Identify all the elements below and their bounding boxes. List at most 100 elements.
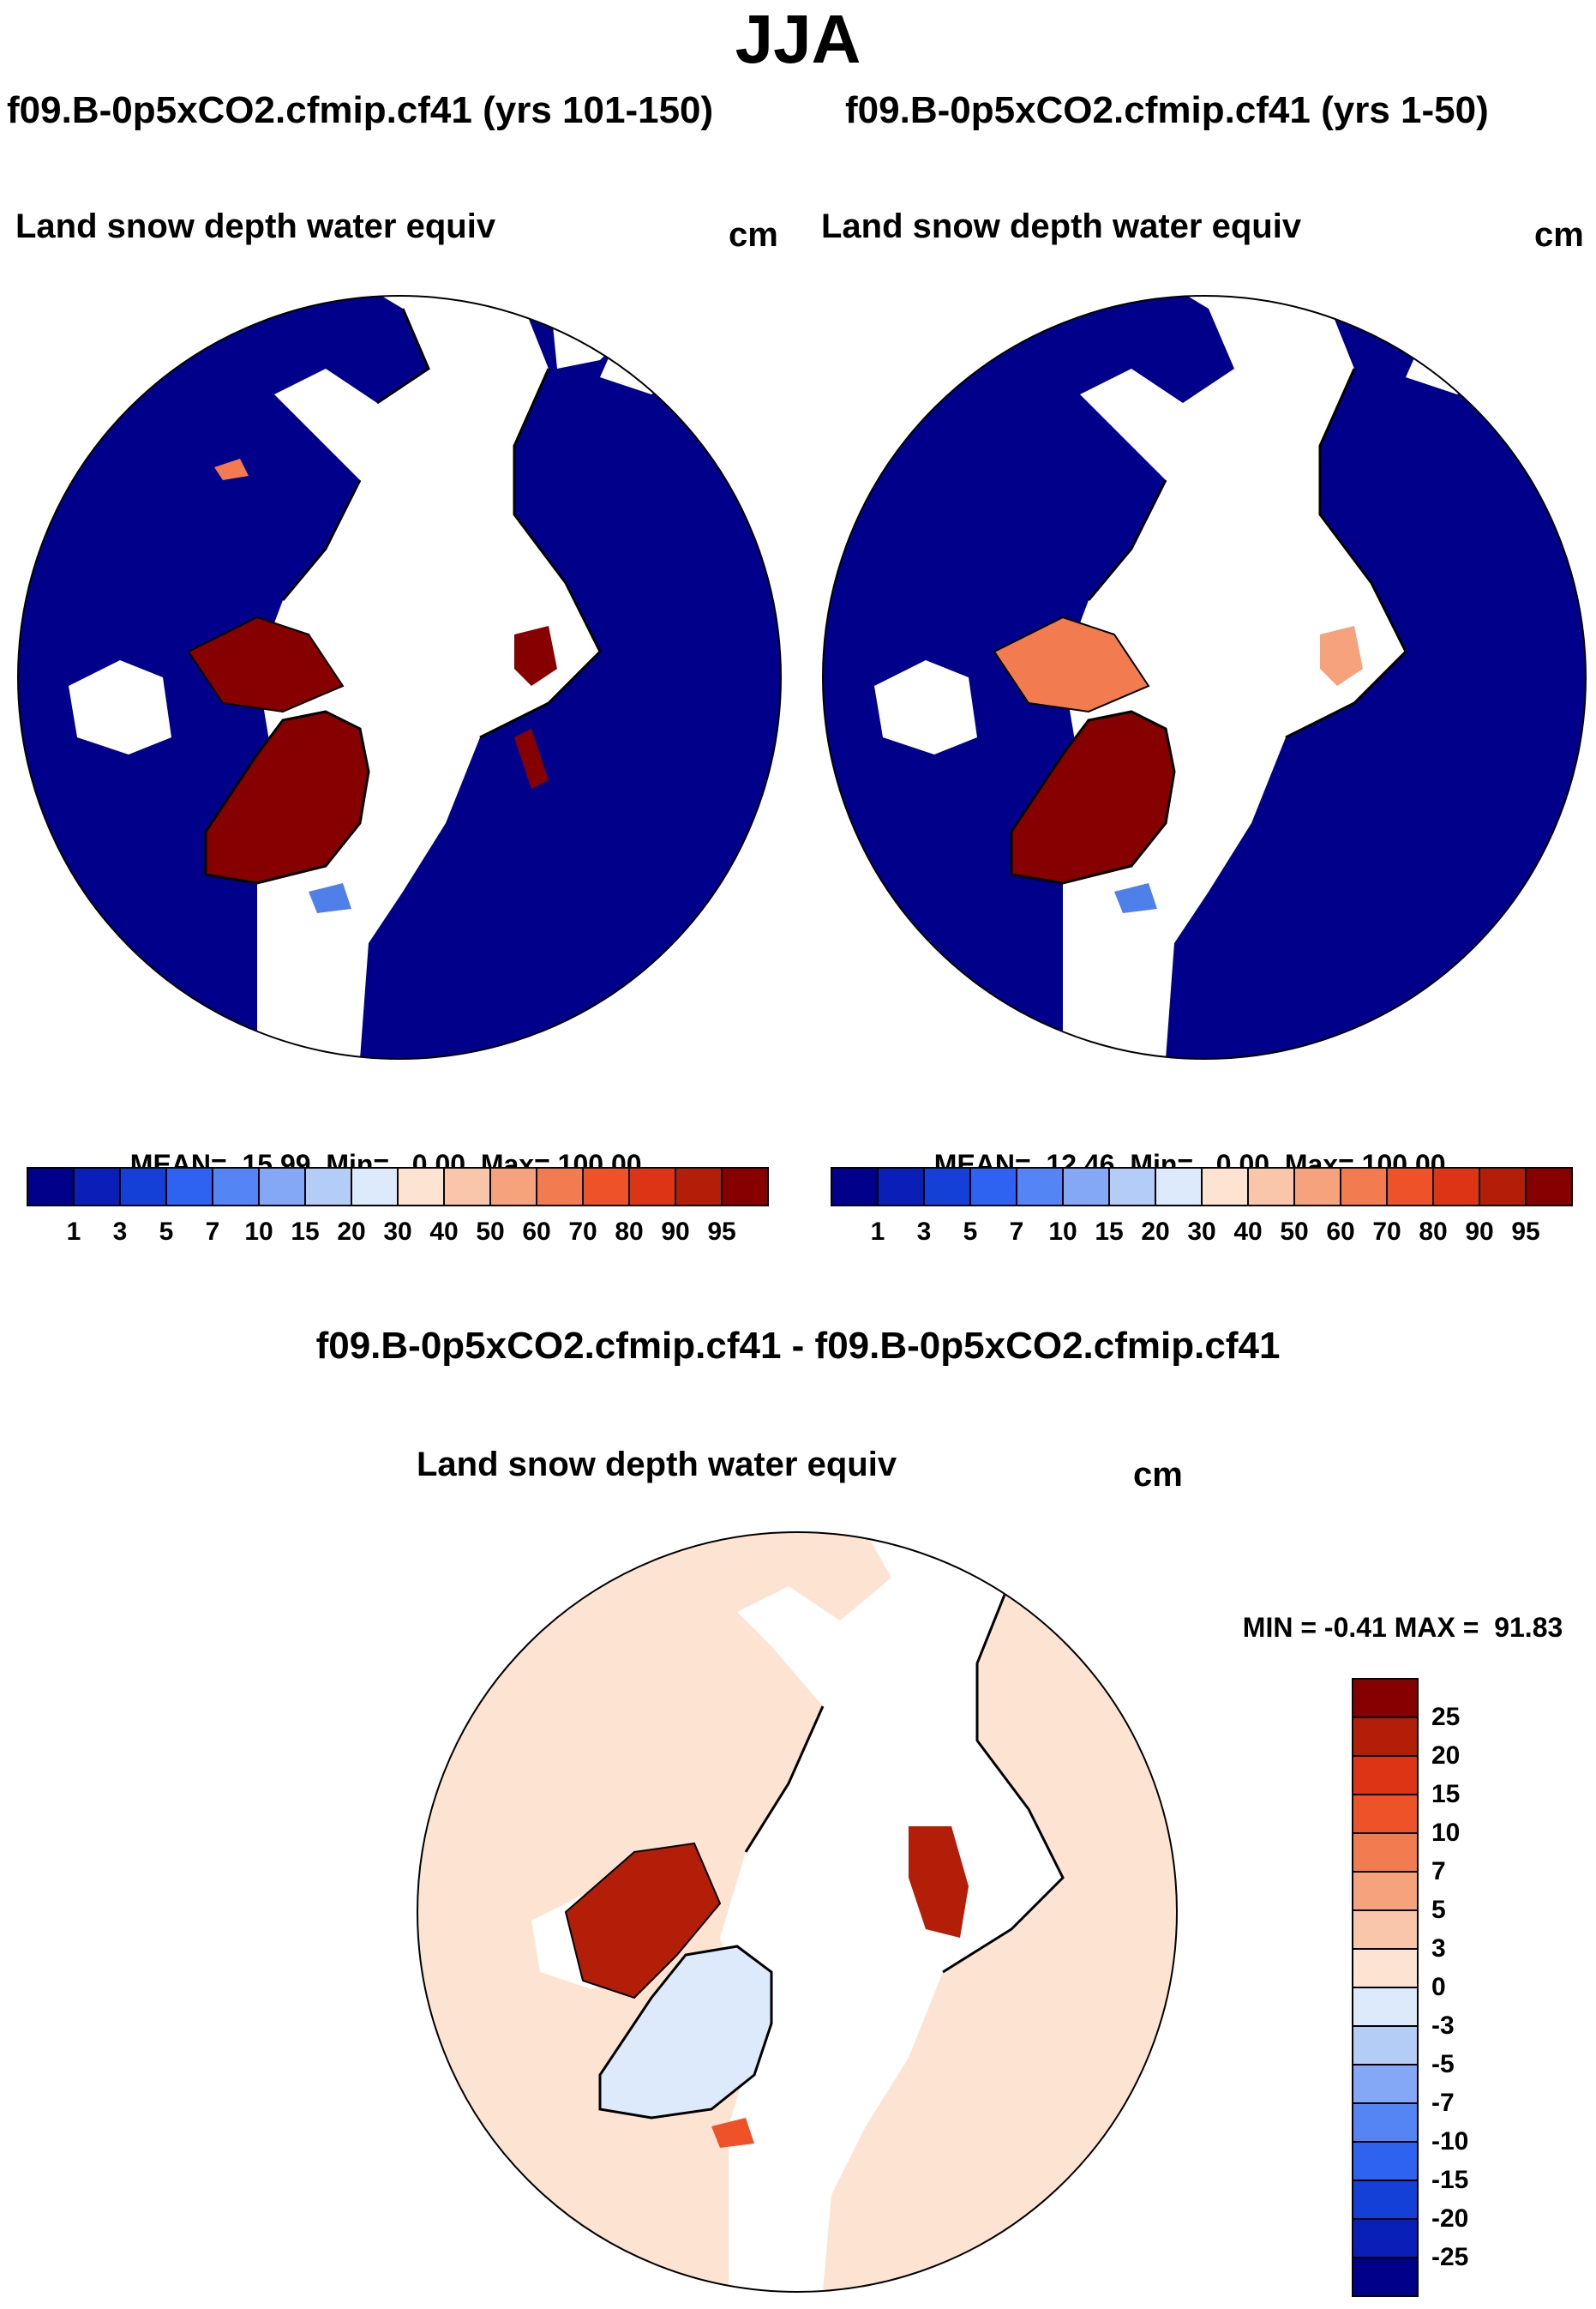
panel1-colorbar-tick-4: 10 [244, 1218, 273, 1246]
panel2-map [823, 296, 1586, 1059]
difference-colorbar-swatch-11 [1352, 2102, 1419, 2143]
panel1-colorbar-swatch-4 [212, 1167, 260, 1206]
difference-colorbar-swatch-10 [1352, 2064, 1419, 2104]
panel1-pacific-ocean [600, 300, 729, 394]
diff-min: -0.41 [1323, 1612, 1387, 1643]
panel1-iceland [309, 883, 351, 913]
panel2-colorbar-swatch-12 [1386, 1167, 1434, 1206]
panel2-colorbar-swatch-2 [923, 1167, 971, 1206]
difference-colorbar-tick-13: -20 [1431, 2204, 1469, 2233]
panel1-svalbard [514, 626, 557, 686]
panel1-colorbar-swatch-6 [304, 1167, 352, 1206]
panel1-colorbar-swatch-12 [582, 1167, 630, 1206]
panel2-colorbar-tick-1: 3 [916, 1218, 932, 1246]
difference-novaya [909, 1826, 969, 1938]
difference-archipelago [564, 1842, 722, 1999]
panel2-iceland [1114, 883, 1157, 913]
difference-minmax: MIN = -0.41 MAX = 91.83 [1227, 1580, 1563, 1644]
panel1-variable: Land snow depth water equiv [15, 207, 496, 245]
panel2-colorbar-tick-2: 5 [963, 1218, 978, 1246]
difference-colorbar-swatch-15 [1352, 2257, 1419, 2297]
panel1-map [18, 296, 781, 1059]
panel1-colorbar-tick-1: 3 [112, 1218, 128, 1246]
panel1-units: cm [729, 216, 778, 254]
panel1-colorbar-tick-12: 80 [615, 1218, 644, 1246]
panel1-colorbar-tick-7: 30 [383, 1218, 412, 1246]
panel2-colorbar-swatch-8 [1201, 1167, 1249, 1206]
panel2-colorbar-tick-6: 20 [1141, 1218, 1170, 1246]
diff-min-label: MIN = [1242, 1612, 1317, 1643]
panel1-coast [281, 308, 602, 739]
panel2-colorbar-tick-14: 95 [1511, 1218, 1540, 1246]
panel2-hudson-bay [874, 660, 977, 755]
diff-max-label: MAX = [1394, 1612, 1479, 1643]
panel1-case-title: f09.B-0p5xCO2.cfmip.cf41 (yrs 101-150) [7, 89, 714, 131]
panel1-colorbar-swatch-7 [351, 1167, 399, 1206]
difference-colorbar-swatch-14 [1352, 2218, 1419, 2258]
difference-greenland [598, 1945, 773, 2120]
panel1-colorbar-swatch-11 [536, 1167, 584, 1206]
difference-colorbar [1352, 1678, 1419, 2297]
panel2-pacific-ocean [1406, 300, 1534, 394]
panel2-colorbar-swatch-1 [877, 1167, 925, 1206]
difference-colorbar-tick-14: -25 [1431, 2243, 1469, 2271]
difference-colorbar-swatch-13 [1352, 2180, 1419, 2220]
panel2-units: cm [1534, 216, 1584, 254]
panel1-colorbar-tick-8: 40 [429, 1218, 459, 1246]
difference-colorbar-tick-9: -5 [1431, 2050, 1455, 2078]
panel2-colorbar-swatch-6 [1108, 1167, 1156, 1206]
difference-colorbar-tick-5: 5 [1431, 1896, 1446, 1924]
panel2-colorbar-swatch-5 [1062, 1167, 1110, 1206]
panel2-colorbar-tick-10: 60 [1326, 1218, 1355, 1246]
difference-colorbar-swatch-1 [1352, 1717, 1419, 1757]
panel2-colorbar-swatch-10 [1293, 1167, 1341, 1206]
panel1-colorbar-swatch-3 [165, 1167, 213, 1206]
panel1-colorbar-swatch-2 [119, 1167, 167, 1206]
panel2-colorbar-tick-3: 7 [1009, 1218, 1024, 1246]
difference-arctic-ocean [720, 1532, 1063, 2292]
difference-colorbar-tick-4: 7 [1431, 1857, 1446, 1885]
panel1-colorbar-tick-9: 50 [476, 1218, 505, 1246]
difference-colorbar-swatch-2 [1352, 1755, 1419, 1795]
panel2-colorbar-swatch-4 [1016, 1167, 1064, 1206]
difference-iceland [711, 2118, 754, 2148]
panel1-colorbar-swatch-8 [397, 1167, 445, 1206]
panel1-colorbar-swatch-13 [628, 1167, 676, 1206]
panel2-colorbar-tick-0: 1 [870, 1218, 885, 1246]
panel1-colorbar-tick-6: 20 [337, 1218, 366, 1246]
panel1-colorbar-tick-5: 15 [291, 1218, 320, 1246]
difference-map [417, 1532, 1177, 2292]
difference-colorbar-swatch-5 [1352, 1871, 1419, 1911]
panel2-colorbar-tick-12: 80 [1419, 1218, 1448, 1246]
difference-units: cm [1133, 1456, 1183, 1494]
panel1-colorbar-swatch-1 [73, 1167, 121, 1206]
panel2-colorbar-tick-5: 15 [1095, 1218, 1124, 1246]
panel2-colorbar-swatch-0 [831, 1167, 879, 1206]
difference-map-border [417, 1531, 1178, 2293]
panel2-greenland [1010, 710, 1176, 885]
difference-colorbar-tick-8: -3 [1431, 2011, 1455, 2040]
difference-colorbar-swatch-8 [1352, 1987, 1419, 2027]
difference-colorbar-swatch-12 [1352, 2141, 1419, 2181]
difference-title: f09.B-0p5xCO2.cfmip.cf41 - f09.B-0p5xCO2… [315, 1325, 1281, 1367]
panel2-colorbar-tick-8: 40 [1233, 1218, 1263, 1246]
difference-colorbar-swatch-9 [1352, 2025, 1419, 2065]
difference-colorbar-swatch-6 [1352, 1909, 1419, 1950]
panel1-colorbar-tick-2: 5 [159, 1218, 174, 1246]
difference-colorbar-swatch-3 [1352, 1794, 1419, 1834]
panel1-hudson-bay [69, 660, 171, 755]
panel2-colorbar-swatch-9 [1247, 1167, 1295, 1206]
panel2-colorbar-swatch-14 [1479, 1167, 1527, 1206]
panel2-coast [1087, 368, 1407, 739]
panel2-colorbar-swatch-7 [1155, 1167, 1203, 1206]
panel1-colorbar-tick-14: 95 [707, 1218, 736, 1246]
panel1-novaya [514, 729, 549, 789]
panel1-colorbar-swatch-15 [721, 1167, 769, 1206]
difference-colorbar-tick-3: 10 [1431, 1819, 1461, 1847]
panel2-colorbar-tick-7: 30 [1187, 1218, 1216, 1246]
panel1-colorbar-tick-3: 7 [205, 1218, 220, 1246]
season-title: JJA [735, 1, 861, 77]
difference-colorbar-tick-10: -7 [1431, 2089, 1455, 2117]
difference-colorbar-swatch-0 [1352, 1678, 1419, 1718]
difference-colorbar-tick-12: -15 [1431, 2166, 1469, 2194]
